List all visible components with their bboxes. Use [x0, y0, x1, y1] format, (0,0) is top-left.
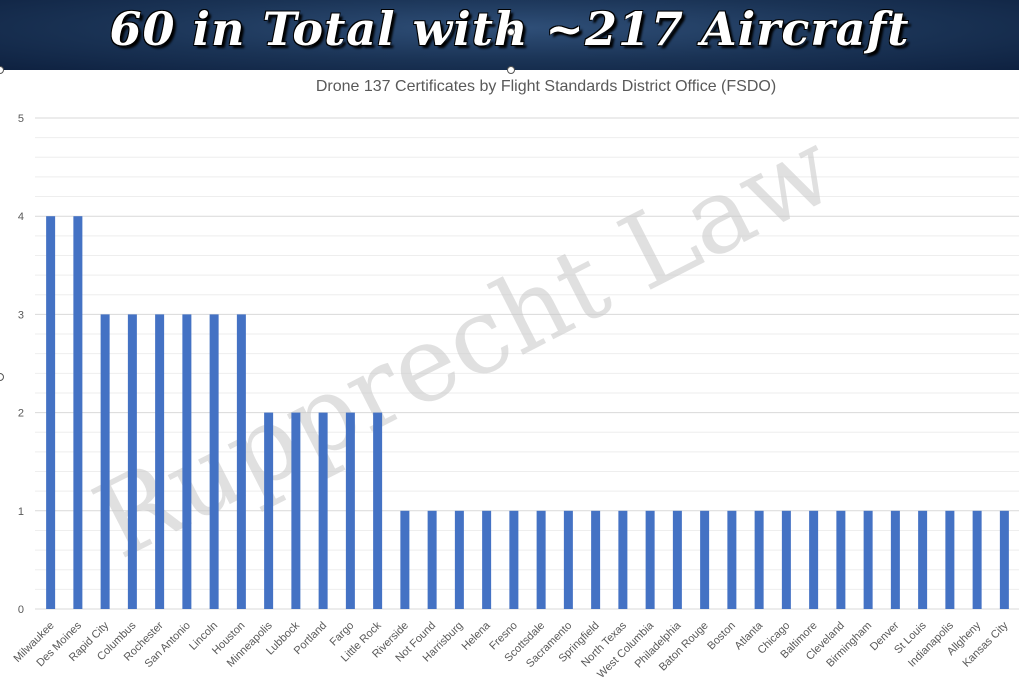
chart-title: Drone 137 Certificates by Flight Standar… [315, 78, 777, 95]
y-tick-label: 3 [18, 309, 24, 321]
bar [127, 314, 137, 609]
bar [373, 412, 383, 609]
bar [155, 314, 165, 609]
bar [918, 510, 928, 609]
x-tick-label: Boston [705, 620, 738, 653]
bar [182, 314, 192, 609]
bar [46, 216, 56, 609]
bar [672, 510, 682, 609]
bar [863, 510, 873, 609]
bar [618, 510, 628, 609]
y-tick-label: 1 [18, 506, 24, 518]
bar [645, 510, 655, 609]
bar [454, 510, 464, 609]
y-tick-label: 2 [18, 408, 24, 420]
bar [509, 510, 519, 609]
bar [318, 412, 328, 609]
x-tick-label: Helena [460, 619, 494, 653]
y-tick-label: 5 [18, 113, 24, 125]
bar [945, 510, 955, 609]
resize-handle-top[interactable] [507, 28, 515, 36]
bar [754, 510, 764, 609]
gridlines [35, 117, 1019, 610]
bar [536, 510, 546, 609]
bar [345, 412, 355, 609]
bar [890, 510, 900, 609]
bar [727, 510, 737, 609]
bar [781, 510, 791, 609]
bar [482, 510, 492, 609]
y-tick-label: 0 [18, 604, 24, 616]
bar [427, 510, 437, 609]
y-axis-ticks: 0 1 2 3 4 5 [18, 113, 24, 616]
bar [209, 314, 219, 609]
bar [236, 314, 246, 609]
bar [73, 216, 83, 609]
bar [700, 510, 710, 609]
bar [400, 510, 410, 609]
bar [291, 412, 301, 609]
bar [563, 510, 573, 609]
resize-handle-top-center[interactable] [507, 66, 515, 74]
bar [972, 510, 982, 609]
bars [46, 216, 1009, 609]
bar [809, 510, 819, 609]
bar [100, 314, 110, 609]
bar [836, 510, 846, 609]
bar [264, 412, 274, 609]
bar [591, 510, 601, 609]
y-tick-label: 4 [18, 211, 24, 223]
bar [999, 510, 1009, 609]
